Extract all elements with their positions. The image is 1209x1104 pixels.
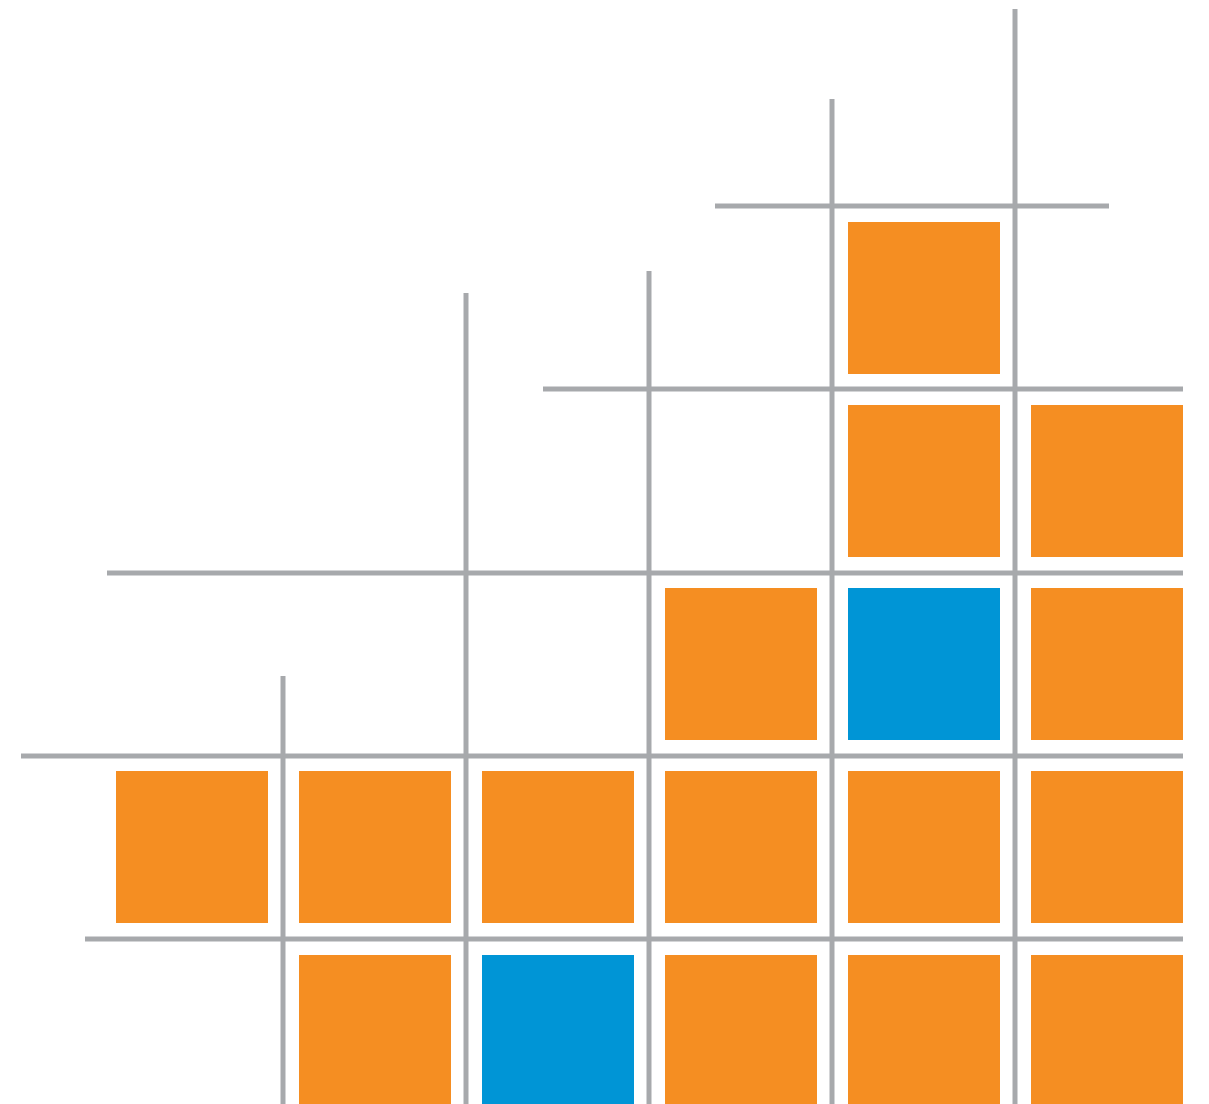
orange-square: [665, 588, 817, 740]
grid-cells: [116, 222, 1183, 1104]
orange-square: [665, 771, 817, 923]
blue-square: [482, 955, 634, 1104]
orange-square: [116, 771, 268, 923]
orange-square: [848, 955, 1000, 1104]
orange-square: [848, 405, 1000, 557]
orange-square: [848, 771, 1000, 923]
orange-square: [848, 222, 1000, 374]
orange-square: [299, 955, 451, 1104]
orange-square: [1031, 405, 1183, 557]
orange-square: [482, 771, 634, 923]
orange-square: [299, 771, 451, 923]
blue-square: [848, 588, 1000, 740]
grid-lines: [21, 9, 1183, 1104]
orange-square: [1031, 771, 1183, 923]
orange-square: [1031, 588, 1183, 740]
orange-square: [1031, 955, 1183, 1104]
orange-square: [665, 955, 817, 1104]
